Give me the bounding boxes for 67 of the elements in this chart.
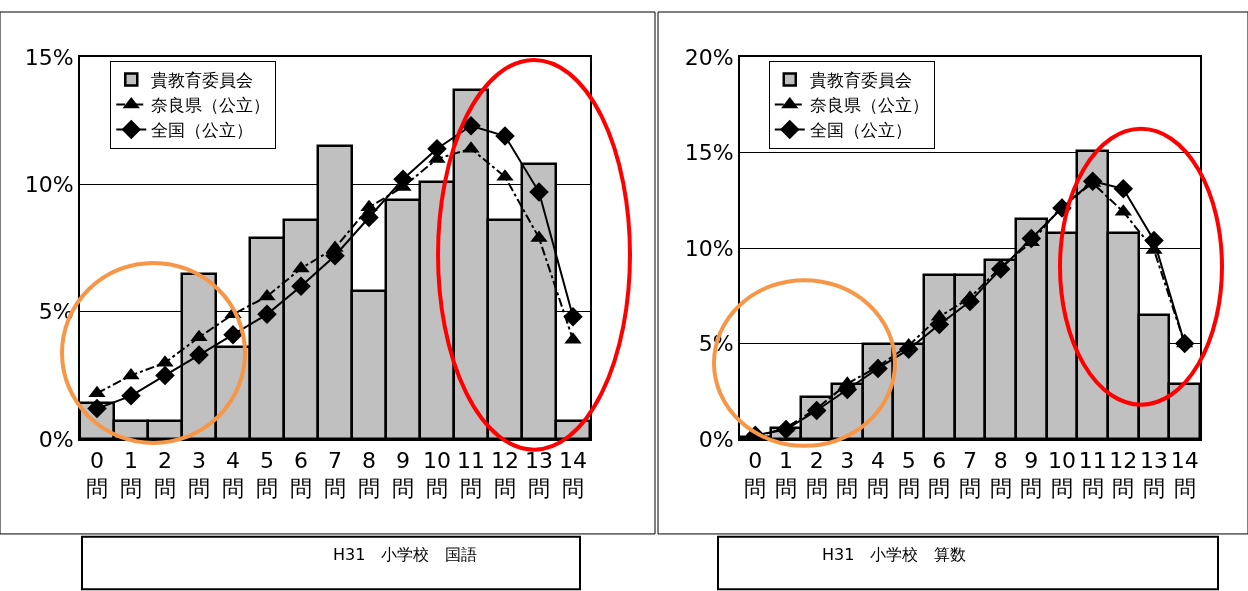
x-tick-label: 13 問: [525, 447, 553, 502]
y-tick-label: 20%: [684, 44, 734, 70]
point: [121, 386, 141, 406]
point: [1113, 179, 1134, 199]
legend-label: 奈良県（公立）: [151, 95, 271, 116]
x-tick-label: 3 問: [188, 447, 210, 502]
x-tick-label: 4 問: [867, 447, 889, 502]
point: [292, 260, 310, 273]
point: [155, 365, 175, 386]
x-tick-label: 9 問: [1020, 447, 1043, 502]
point: [495, 126, 515, 146]
text: H31 小学校 国語: [333, 545, 478, 564]
x-tick-label: 1 問: [120, 447, 142, 502]
x-tick-label: 6 問: [928, 447, 951, 502]
x-tick-label: 12 問: [491, 447, 519, 502]
x-tick-label: 2 問: [154, 447, 176, 502]
point: [776, 419, 796, 440]
x-tick-label: 7 問: [959, 447, 981, 502]
x-tick-label: 1 問: [775, 447, 797, 502]
x-tick-label: 8 問: [989, 447, 1012, 502]
point: [1021, 228, 1042, 249]
text: H31 小学校 算数: [822, 545, 967, 564]
x-tick-label: 6 問: [290, 447, 312, 502]
x-tick-label: 14 問: [1170, 447, 1199, 502]
point: [223, 324, 243, 345]
point: [563, 307, 583, 327]
y-tick-label: 15%: [24, 44, 74, 70]
point: [258, 288, 276, 301]
x-tick-label: 4 問: [222, 447, 244, 502]
point: [87, 398, 107, 419]
point: [189, 345, 209, 365]
y-tick-label: 0%: [698, 426, 734, 452]
x-tick-label: 13 問: [1140, 447, 1168, 502]
x-tick-label: 14 問: [559, 447, 587, 502]
point: [257, 304, 277, 325]
point: [868, 358, 888, 379]
legend-label: 奈良県（公立）: [809, 95, 929, 116]
x-tick-label: 7 問: [324, 447, 346, 502]
x-tick-label: 3 問: [836, 447, 859, 502]
point: [461, 116, 481, 136]
point: [291, 276, 311, 297]
x-tick-label: 5 問: [256, 447, 278, 502]
x-tick-label: 12 問: [1109, 447, 1138, 502]
legend-label: 貴教育委員会: [809, 70, 912, 91]
legend-label: 貴教育委員会: [151, 70, 254, 91]
x-tick-label: 5 問: [897, 447, 920, 502]
x-tick-label: 10 問: [1048, 447, 1076, 502]
point: [122, 367, 140, 380]
legend-label: 全国（公立）: [809, 120, 912, 141]
x-tick-label: 9 問: [392, 447, 414, 502]
point: [88, 385, 106, 398]
y-tick-label: 15%: [684, 140, 734, 166]
x-tick-label: 0 問: [744, 447, 767, 502]
point: [529, 182, 549, 202]
point: [898, 339, 919, 360]
x-tick-label: 10 問: [423, 447, 451, 502]
point: [990, 259, 1011, 279]
y-tick-label: 10%: [684, 235, 734, 261]
x-tick-label: 0 問: [86, 447, 108, 502]
y-tick-label: 10%: [24, 172, 74, 198]
point: [427, 138, 447, 159]
x-tick-label: 11 問: [1078, 447, 1107, 502]
x-tick-label: 8 問: [358, 447, 380, 502]
legend-label: 全国（公立）: [151, 120, 254, 141]
y-tick-label: 0%: [38, 426, 74, 452]
x-tick-label: 2 問: [805, 447, 828, 502]
x-tick-label: 11 問: [457, 447, 485, 502]
